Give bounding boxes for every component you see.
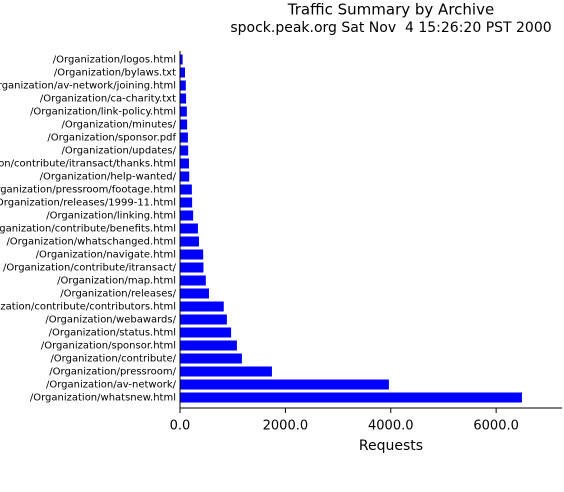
y-tick-label: /Organization/releases/ — [60, 289, 176, 300]
y-tick-label: /Organization/bylaws.txt — [54, 68, 176, 79]
chart-subtitle: spock.peak.org Sat Nov 4 15:26:20 PST 20… — [230, 20, 551, 36]
bar — [180, 158, 189, 169]
bar — [180, 301, 224, 312]
bar — [180, 392, 522, 403]
bar — [180, 132, 188, 143]
bar — [180, 314, 227, 325]
x-tick-label: 2000.0 — [263, 419, 309, 434]
y-tick-label: /Organization/pressroom/ — [49, 367, 176, 378]
bar — [180, 67, 186, 78]
bar — [180, 379, 389, 390]
bar — [180, 54, 183, 65]
x-tick-label: 6000.0 — [473, 419, 519, 434]
bar — [180, 275, 206, 286]
y-tick-label: /Organization/status.html — [49, 328, 176, 339]
chart-title: Traffic Summary by Archive — [287, 1, 494, 19]
bar — [180, 171, 190, 182]
y-tick-label: /Organization/sponsor.html — [41, 341, 176, 352]
y-tick-label: /Organization/help-wanted/ — [40, 172, 177, 183]
bar — [180, 366, 272, 377]
y-tick-label: /Organization/contribute/itransact/thank… — [0, 159, 176, 170]
x-tick-label: 0.0 — [170, 419, 191, 434]
y-tick-label: /Organization/logos.html — [53, 55, 176, 66]
bar — [180, 145, 189, 156]
bar — [180, 249, 204, 260]
y-tick-label: /Organization/webawards/ — [45, 315, 176, 326]
y-tick-label: /Organization/navigate.html — [36, 250, 176, 261]
y-tick-label: /Organization/whatsnew.html — [30, 393, 176, 404]
y-tick-label: /Organization/sponsor.pdf — [47, 133, 176, 144]
bar — [180, 197, 193, 208]
bar — [180, 119, 188, 130]
bar — [180, 236, 199, 247]
y-tick-label: /Organization/contribute/itransact/ — [3, 263, 177, 274]
y-tick-label: /Organization/av-network/joining.html — [0, 81, 176, 92]
y-tick-label: /Organization/pressroom/footage.html — [0, 185, 176, 196]
y-tick-label: /Organization/releases/1999-11.html — [0, 198, 176, 209]
bar — [180, 353, 242, 364]
y-tick-label: /Organization/updates/ — [62, 146, 177, 157]
y-tick-label: /Organization/minutes/ — [61, 120, 176, 131]
y-tick-label: /Organization/whatschanged.html — [6, 237, 176, 248]
bar — [180, 93, 187, 104]
bar — [180, 184, 192, 195]
bar — [180, 223, 198, 234]
y-tick-label: /Organization/av-network/ — [46, 380, 177, 391]
y-tick-label: /Organization/contribute/benefits.html — [0, 224, 176, 235]
bar — [180, 327, 232, 338]
bar — [180, 80, 186, 91]
bar — [180, 106, 187, 117]
y-tick-label: /Organization/contribute/contributors.ht… — [0, 302, 176, 313]
bar — [180, 210, 194, 221]
x-tick-label: 4000.0 — [368, 419, 414, 434]
x-axis-label: Requests — [359, 438, 423, 454]
bar — [180, 262, 204, 273]
bar — [180, 340, 237, 351]
y-tick-label: /Organization/linking.html — [46, 211, 176, 222]
y-tick-label: /Organization/link-policy.html — [30, 107, 176, 118]
y-tick-label: /Organization/contribute/ — [50, 354, 176, 365]
y-tick-label: /Organization/ca-charity.txt — [40, 94, 176, 105]
y-tick-label: /Organization/map.html — [57, 276, 176, 287]
bar — [180, 288, 209, 299]
